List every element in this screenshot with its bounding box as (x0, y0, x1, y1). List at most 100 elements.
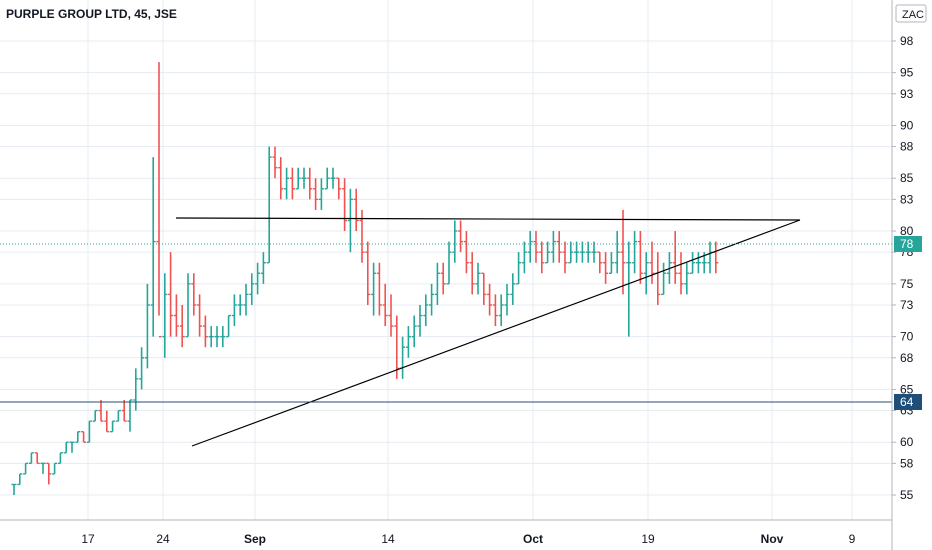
ohlc-bar (69, 441, 75, 453)
ohlc-bar (469, 252, 475, 295)
ohlc-bar (690, 252, 696, 274)
ohlc-bar (214, 326, 220, 348)
ohlc-bar (197, 294, 203, 337)
ohlc-bar (52, 462, 58, 475)
ohlc-bar (342, 178, 348, 232)
y-tick-label: 55 (900, 488, 914, 502)
y-tick-label: 85 (900, 171, 914, 185)
current-price-badge (894, 236, 922, 252)
ohlc-bar (57, 452, 63, 465)
ohlc-bar (115, 409, 121, 422)
ohlc-bar (202, 315, 208, 348)
ohlc-bar (220, 326, 226, 348)
ohlc-bar (568, 241, 574, 264)
ohlc-bar (127, 399, 133, 432)
y-tick-label: 93 (900, 87, 914, 101)
ohlc-bar (440, 262, 446, 295)
current-price-label: 78 (900, 237, 914, 251)
ohlc-bar (626, 241, 632, 337)
ohlc-bar (539, 241, 545, 274)
level-price-label: 64 (900, 395, 914, 409)
ohlc-bar (260, 252, 266, 284)
ohlc-bar (556, 231, 562, 263)
ohlc-bar (591, 241, 597, 263)
ohlc-bar (295, 167, 301, 190)
ohlc-bar (487, 283, 493, 316)
ohlc-bar (463, 231, 469, 274)
ohlc-bar (510, 273, 516, 305)
ohlc-bar (423, 294, 429, 327)
grid (0, 0, 892, 520)
ohlc-bar (713, 241, 719, 274)
time-axis[interactable]: 17 24 Sep 14 Oct 19 Nov 9 (81, 532, 855, 546)
ohlc-bar (620, 209, 626, 295)
ohlc-bar (63, 441, 69, 454)
ohlc-bar (92, 409, 98, 422)
currency-label: ZAC (902, 9, 924, 21)
y-tick-label: 65 (900, 382, 914, 396)
ohlc-bar (481, 272, 487, 305)
ohlc-bar (637, 231, 643, 284)
y-tick-label: 70 (900, 330, 914, 344)
ohlc-bar (266, 146, 272, 264)
ohlc-bar (272, 146, 278, 179)
ohlc-bar (417, 304, 423, 337)
ohlc-bar (23, 462, 29, 475)
ohlc-bar (336, 177, 342, 200)
ohlc-bar (237, 294, 243, 316)
ohlc-bar (179, 304, 185, 348)
ohlc-bar (394, 315, 400, 379)
y-tick-label: 83 (900, 192, 914, 206)
ohlc-bar (475, 262, 481, 295)
ohlc-bar (226, 314, 232, 338)
ohlc-bar (34, 452, 40, 465)
ohlc-bar (81, 430, 87, 443)
ohlc-bar (585, 241, 591, 263)
ohlc-bar (40, 462, 46, 474)
ohlc-bar (614, 231, 620, 274)
ohlc-bar (452, 220, 458, 263)
ohlc-bar (208, 326, 214, 348)
currency-badge[interactable] (895, 4, 927, 23)
ohlc-bar (139, 347, 145, 390)
y-tick-label: 73 (900, 298, 914, 312)
ohlc-bar (17, 473, 23, 486)
ohlc-bar (46, 462, 52, 485)
ohlc-bar (521, 241, 527, 274)
resistance-trend-line[interactable] (175, 217, 801, 221)
ohlc-bar (458, 220, 464, 253)
ohlc-bar (173, 294, 179, 337)
ohlc-bar (231, 294, 237, 327)
ohlc-bar (533, 231, 539, 263)
ohlc-bar (289, 167, 295, 200)
support-trend-line[interactable] (191, 219, 801, 447)
ohlc-bar (307, 167, 313, 200)
ohlc-bar (492, 294, 498, 327)
chart-title: PURPLE GROUP LTD, 45, JSE (6, 7, 177, 21)
ohlc-bar (382, 283, 388, 327)
x-tick-label: Nov (761, 532, 784, 546)
ohlc-bar (504, 283, 510, 316)
ohlc-bar (684, 262, 690, 295)
ohlc-bar (121, 400, 127, 422)
ohlc-bar (655, 252, 661, 305)
ohlc-bar (86, 420, 92, 443)
ohlc-bar (98, 400, 104, 422)
ohlc-bar (249, 273, 255, 305)
ohlc-bar (324, 167, 330, 190)
y-tick-label: 80 (900, 224, 914, 238)
ohlc-bars (11, 62, 719, 496)
ohlc-bar (185, 273, 191, 338)
ohlc-bar (411, 315, 417, 348)
y-tick-label: 60 (900, 435, 914, 449)
ohlc-bar (562, 241, 568, 274)
ohlc-bar (597, 251, 603, 274)
ohlc-bar (516, 252, 522, 285)
ohlc-bar (429, 283, 435, 316)
x-tick-label: 9 (849, 532, 856, 546)
y-tick-label: 90 (900, 118, 914, 132)
y-tick-label: 75 (900, 277, 914, 291)
ohlc-bar (75, 430, 81, 443)
ohlc-bar (574, 241, 580, 263)
